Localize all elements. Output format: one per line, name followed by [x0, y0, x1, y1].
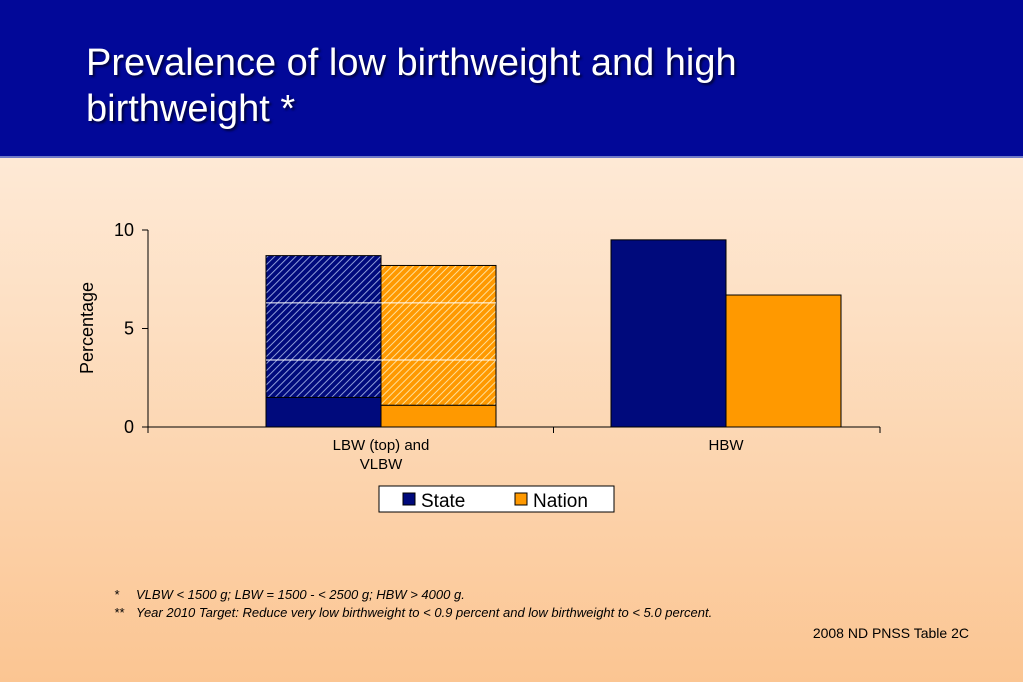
footnote-2-text: Year 2010 Target: Reduce very low birthw… — [136, 605, 713, 620]
title-band: Prevalence of low birthweight and high b… — [0, 0, 1023, 158]
y-tick-label-10: 10 — [114, 220, 134, 240]
footnote-1-mark: * — [114, 587, 120, 602]
footnote-2: ** Year 2010 Target: Reduce very low birt… — [114, 605, 712, 620]
axes: 0 5 10 LBW (top) and VLBW HBW — [114, 220, 881, 473]
bar-nation-lbw — [380, 264, 497, 406]
x-category-label-1: LBW (top) and — [333, 437, 430, 454]
legend-label-state: State — [421, 491, 465, 512]
x-category-label-2: HBW — [709, 437, 745, 454]
legend-swatch-state — [402, 492, 416, 506]
bar-state-lbw — [265, 255, 382, 398]
legend-swatch-nation — [514, 492, 528, 506]
bar-state-hbw — [610, 239, 727, 428]
source-note: 2008 ND PNSS Table 2C — [812, 625, 969, 641]
bar-state-vlbw — [265, 396, 382, 428]
x-category-label-1: VLBW — [360, 456, 403, 473]
y-axis-label: Percentage — [77, 282, 97, 374]
legend: State Nation — [378, 485, 615, 513]
bar-nation-vlbw — [380, 404, 497, 428]
slide-title: Prevalence of low birthweight and high b… — [86, 42, 737, 130]
bar-nation-hbw — [725, 294, 842, 428]
legend-label-nation: Nation — [533, 491, 588, 512]
legend-box — [378, 485, 615, 513]
footnote-1-text: VLBW < 1500 g; LBW = 1500 - < 2500 g; HB… — [136, 587, 465, 602]
footnote-1: * VLBW < 1500 g; LBW = 1500 - < 2500 g; H… — [114, 587, 465, 602]
footnote-2-mark: ** — [114, 605, 125, 620]
y-tick-label-5: 5 — [124, 319, 134, 339]
y-tick-label-0: 0 — [124, 417, 134, 437]
chart-marks — [265, 239, 842, 428]
